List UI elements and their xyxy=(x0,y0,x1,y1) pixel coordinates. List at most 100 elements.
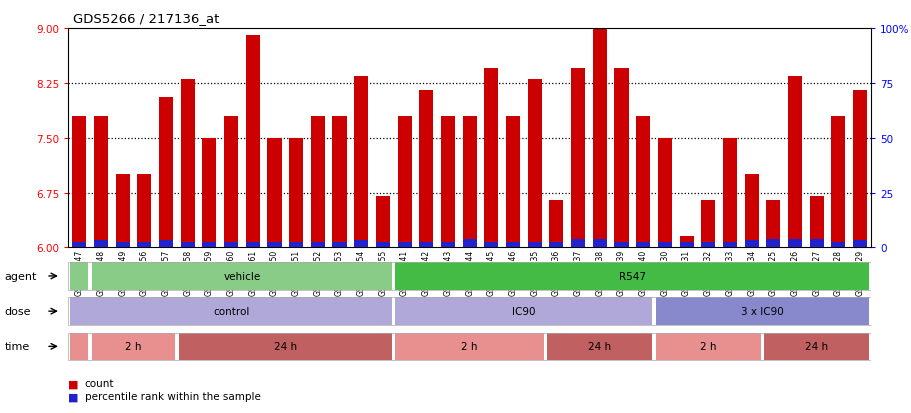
Bar xyxy=(743,240,758,248)
Bar xyxy=(852,240,866,248)
Bar xyxy=(180,242,195,248)
Bar xyxy=(655,333,760,360)
Bar xyxy=(614,69,628,248)
Bar xyxy=(440,116,455,248)
Bar xyxy=(116,242,129,248)
Text: 2 h: 2 h xyxy=(461,342,477,351)
Text: control: control xyxy=(212,306,249,316)
Bar xyxy=(679,237,693,248)
Bar xyxy=(72,116,87,248)
Bar xyxy=(419,91,433,248)
Text: ■: ■ xyxy=(68,378,79,388)
Bar xyxy=(92,263,392,290)
Bar xyxy=(831,242,844,248)
Text: 24 h: 24 h xyxy=(273,342,297,351)
Bar xyxy=(289,138,302,248)
Bar xyxy=(765,239,780,248)
Text: IC90: IC90 xyxy=(512,306,535,316)
Text: count: count xyxy=(85,378,114,388)
Bar xyxy=(701,200,714,248)
Text: 2 h: 2 h xyxy=(125,342,141,351)
Bar xyxy=(657,138,671,248)
Text: percentile rank within the sample: percentile rank within the sample xyxy=(85,392,261,401)
Bar xyxy=(548,242,563,248)
Text: 3 x IC90: 3 x IC90 xyxy=(741,306,783,316)
Text: dose: dose xyxy=(5,306,31,316)
Bar xyxy=(592,29,606,248)
Bar xyxy=(395,333,543,360)
Bar xyxy=(179,333,392,360)
Bar xyxy=(722,138,736,248)
Text: GDS5266 / 217136_at: GDS5266 / 217136_at xyxy=(73,12,219,25)
Bar xyxy=(94,116,107,248)
Bar xyxy=(570,69,585,248)
Bar xyxy=(440,242,455,248)
Bar xyxy=(94,240,107,248)
Bar xyxy=(375,197,390,248)
Bar xyxy=(70,298,392,325)
Bar xyxy=(592,239,606,248)
Bar xyxy=(701,242,714,248)
Bar xyxy=(333,116,346,248)
Bar xyxy=(395,263,868,290)
Bar xyxy=(787,76,801,248)
Bar xyxy=(353,240,368,248)
Bar xyxy=(70,333,88,360)
Bar xyxy=(311,116,324,248)
Bar xyxy=(267,138,281,248)
Bar xyxy=(506,116,519,248)
Bar xyxy=(202,138,216,248)
Bar xyxy=(289,242,302,248)
Bar xyxy=(763,333,868,360)
Bar xyxy=(245,36,260,248)
Bar xyxy=(375,242,390,248)
Bar xyxy=(419,242,433,248)
Bar xyxy=(527,80,541,248)
Bar xyxy=(397,242,411,248)
Bar xyxy=(245,242,260,248)
Bar xyxy=(506,242,519,248)
Bar xyxy=(809,197,823,248)
Bar xyxy=(527,242,541,248)
Bar xyxy=(311,242,324,248)
Text: 2 h: 2 h xyxy=(700,342,716,351)
Bar xyxy=(852,91,866,248)
Text: agent: agent xyxy=(5,271,36,281)
Text: ■: ■ xyxy=(68,392,79,401)
Bar xyxy=(484,69,498,248)
Bar xyxy=(655,298,868,325)
Bar xyxy=(70,263,88,290)
Bar xyxy=(722,242,736,248)
Bar xyxy=(159,240,173,248)
Bar xyxy=(462,116,476,248)
Bar xyxy=(831,116,844,248)
Bar xyxy=(636,242,650,248)
Bar xyxy=(809,239,823,248)
Bar xyxy=(614,242,628,248)
Bar xyxy=(224,242,238,248)
Bar xyxy=(138,175,151,248)
Bar xyxy=(224,116,238,248)
Bar xyxy=(547,333,651,360)
Text: vehicle: vehicle xyxy=(223,271,261,281)
Text: R547: R547 xyxy=(619,271,645,281)
Bar xyxy=(484,242,498,248)
Bar xyxy=(657,242,671,248)
Bar xyxy=(679,242,693,248)
Bar xyxy=(395,298,651,325)
Bar xyxy=(267,242,281,248)
Bar xyxy=(159,98,173,248)
Bar xyxy=(202,242,216,248)
Bar xyxy=(333,242,346,248)
Bar xyxy=(636,116,650,248)
Bar xyxy=(462,239,476,248)
Text: 24 h: 24 h xyxy=(588,342,610,351)
Bar xyxy=(548,200,563,248)
Bar xyxy=(180,80,195,248)
Bar xyxy=(72,242,87,248)
Bar xyxy=(353,76,368,248)
Text: 24 h: 24 h xyxy=(804,342,827,351)
Bar xyxy=(570,239,585,248)
Bar xyxy=(92,333,175,360)
Bar xyxy=(138,242,151,248)
